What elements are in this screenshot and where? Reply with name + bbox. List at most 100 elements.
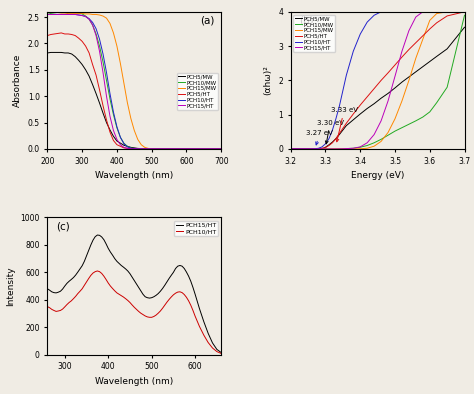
PCH5/MW — [305, 147, 311, 151]
Text: (b): (b) — [300, 16, 314, 26]
PCH5/MW — [444, 46, 450, 51]
PCH5/MW — [48, 50, 54, 55]
PCH15/HT — [48, 12, 54, 17]
PCH10/HT — [420, 9, 426, 14]
PCH5/MW — [79, 62, 85, 67]
PCH5/MW — [128, 145, 134, 150]
PCH15/MW — [323, 147, 328, 151]
PCH15/MW — [100, 14, 106, 19]
PCH5/MW — [329, 140, 335, 145]
PCH5/HT — [170, 147, 175, 151]
Line: PCH5/HT: PCH5/HT — [291, 12, 465, 149]
PCH15/HT — [156, 147, 162, 151]
PCH5/MW — [62, 50, 68, 55]
PCH10/MW — [170, 147, 175, 151]
PCH5/HT — [121, 145, 127, 150]
PCH10/HT — [79, 13, 85, 18]
PCH10/MW — [90, 22, 95, 27]
PCH5/HT — [406, 47, 412, 52]
PCH15/MW — [118, 61, 123, 66]
PCH15/HT — [83, 14, 89, 19]
PCH15/MW — [76, 11, 82, 16]
X-axis label: Wavelength (nm): Wavelength (nm) — [95, 377, 173, 386]
PCH10/HT — [83, 14, 89, 19]
PCH5/HT — [62, 32, 68, 36]
PCH5/MW — [434, 54, 439, 59]
PCH10/HT — [406, 9, 412, 14]
Text: 3.33 eV: 3.33 eV — [331, 107, 358, 142]
PCH5/HT — [90, 62, 95, 67]
PCH10/HT — [385, 9, 391, 14]
PCH10/MW — [365, 143, 370, 148]
PCH15/HT — [406, 28, 412, 33]
PCH5/MW — [378, 96, 384, 100]
PCH10/MW — [55, 10, 61, 15]
PCH5/HT — [399, 55, 405, 59]
Line: PCH10/MW: PCH10/MW — [291, 15, 465, 149]
PCH5/HT — [107, 130, 113, 134]
PCH5/MW — [321, 146, 327, 151]
PCH10/MW — [333, 147, 339, 151]
PCH10/MW — [121, 141, 127, 145]
PCH5/HT — [326, 143, 332, 148]
PCH5/MW — [326, 143, 332, 147]
PCH5/HT — [183, 147, 189, 151]
PCH10/HT — [179, 290, 185, 295]
Line: PCH15/HT: PCH15/HT — [47, 15, 221, 149]
PCH15/HT — [340, 147, 346, 151]
PCH5/MW — [316, 147, 321, 151]
PCH5/HT — [420, 33, 426, 38]
PCH15/MW — [58, 11, 64, 16]
PCH5/HT — [329, 140, 335, 145]
PCH15/MW — [183, 147, 189, 151]
PCH5/MW — [104, 120, 109, 125]
PCH5/MW — [114, 139, 120, 143]
PCH10/MW — [427, 110, 433, 114]
PCH15/HT — [427, 9, 433, 14]
Text: 3.27 eV: 3.27 eV — [306, 130, 333, 145]
PCH15/HT — [97, 49, 102, 54]
PCH5/MW — [97, 101, 102, 106]
PCH15/MW — [462, 9, 467, 14]
PCH10/MW — [305, 147, 311, 151]
PCH15/MW — [399, 98, 405, 103]
PCH5/HT — [100, 103, 106, 108]
PCH5/HT — [365, 95, 370, 99]
PCH5/MW — [45, 50, 50, 55]
PCH15/MW — [413, 56, 419, 60]
PCH15/HT — [100, 70, 106, 75]
PCH10/MW — [48, 11, 54, 16]
PCH10/MW — [73, 10, 78, 15]
PCH5/HT — [48, 32, 54, 37]
PCH15/HT — [190, 285, 196, 290]
PCH5/MW — [288, 147, 293, 151]
PCH5/HT — [385, 71, 391, 75]
PCH5/HT — [357, 103, 363, 108]
PCH10/MW — [69, 9, 74, 14]
PCH10/HT — [93, 26, 99, 31]
PCH15/HT — [58, 12, 64, 17]
PCH15/HT — [413, 15, 419, 19]
PCH10/HT — [333, 116, 339, 121]
PCH15/HT — [462, 9, 467, 14]
PCH15/HT — [135, 147, 141, 151]
PCH10/HT — [131, 146, 137, 151]
PCH5/HT — [142, 147, 147, 151]
PCH5/MW — [135, 146, 141, 151]
PCH10/HT — [104, 70, 109, 75]
PCH10/HT — [316, 146, 321, 151]
PCH10/MW — [378, 137, 384, 142]
PCH5/MW — [55, 50, 61, 55]
PCH10/HT — [170, 147, 175, 151]
Y-axis label: Intensity: Intensity — [6, 266, 15, 306]
PCH5/HT — [333, 136, 339, 141]
PCH15/HT — [131, 147, 137, 151]
PCH10/HT — [295, 147, 301, 151]
PCH15/HT — [121, 145, 127, 150]
PCH10/HT — [65, 12, 71, 17]
PCH10/MW — [357, 145, 363, 150]
PCH15/MW — [219, 147, 224, 151]
PCH15/HT — [62, 12, 68, 17]
Text: (c): (c) — [56, 221, 70, 232]
PCH5/MW — [357, 112, 363, 116]
